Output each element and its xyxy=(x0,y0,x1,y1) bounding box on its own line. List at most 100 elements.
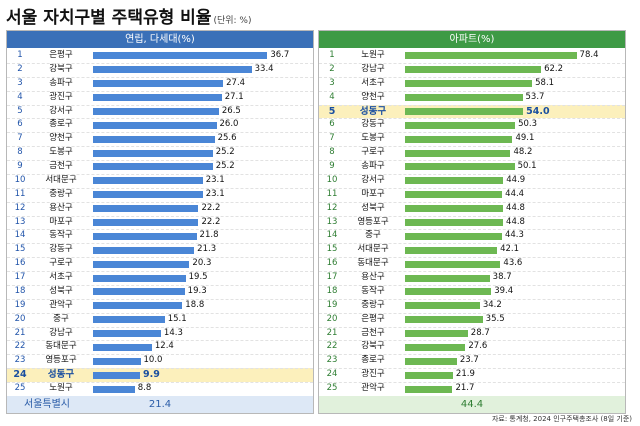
category-label: 강동구 xyxy=(49,244,73,255)
category-label: 동작구 xyxy=(49,230,73,241)
row-divider xyxy=(319,132,625,134)
rank-label: 13 xyxy=(326,216,338,227)
row-divider xyxy=(7,271,313,273)
category-label: 영등포구 xyxy=(45,355,77,366)
data-label: 39.4 xyxy=(494,285,514,296)
rank-label: 6 xyxy=(17,119,23,130)
total-row-row-housing: 서울특별시 21.4 xyxy=(7,396,313,413)
rank-label: 16 xyxy=(326,258,338,269)
rank-label: 20 xyxy=(14,313,26,324)
row-divider xyxy=(7,257,313,259)
bar xyxy=(405,330,468,338)
bar xyxy=(93,149,213,157)
data-label: 78.4 xyxy=(579,50,599,60)
data-label: 44.4 xyxy=(505,188,525,199)
data-label: 21.8 xyxy=(199,230,219,241)
row-divider xyxy=(319,257,625,259)
row-divider xyxy=(319,243,625,245)
row-divider xyxy=(319,312,625,314)
rank-label: 25 xyxy=(14,383,26,394)
data-label: 14.3 xyxy=(163,327,183,338)
chart-title: 서울 자치구별 주택유형 비율 (단위: %) xyxy=(6,3,251,28)
data-label: 48.2 xyxy=(513,147,533,158)
bar xyxy=(93,205,199,213)
bar xyxy=(93,330,161,338)
row-divider xyxy=(319,173,625,175)
row-divider xyxy=(319,187,625,189)
rank-label: 6 xyxy=(329,119,335,130)
category-label: 중랑구 xyxy=(49,188,73,199)
bar xyxy=(93,343,152,351)
data-label: 34.2 xyxy=(482,299,502,310)
rank-label: 12 xyxy=(326,202,338,213)
category-label: 관악구 xyxy=(361,383,385,394)
data-label: 44.9 xyxy=(506,174,526,185)
category-label: 관악구 xyxy=(49,299,73,310)
category-label: 금천구 xyxy=(361,327,385,338)
rank-label: 17 xyxy=(14,272,26,283)
category-label: 구로구 xyxy=(361,147,385,158)
row-divider xyxy=(7,201,313,203)
category-label: 성동구 xyxy=(359,105,387,117)
category-label: 중구 xyxy=(365,230,381,241)
bar xyxy=(405,302,480,310)
data-label: 10.0 xyxy=(143,355,163,366)
rank-label: 5 xyxy=(328,105,336,117)
bar xyxy=(405,205,504,213)
category-label: 강남구 xyxy=(49,327,73,338)
data-label: 62.2 xyxy=(544,63,564,74)
bar xyxy=(405,52,577,60)
rank-label: 10 xyxy=(326,174,338,185)
category-label: 서대문구 xyxy=(357,244,389,255)
panel-title-apartment: 아파트(%) xyxy=(319,31,625,48)
rank-label: 23 xyxy=(326,355,338,366)
row-divider xyxy=(319,215,625,217)
row-divider xyxy=(7,118,313,120)
category-label: 용산구 xyxy=(361,272,385,283)
rank-label: 1 xyxy=(17,50,23,60)
rank-label: 22 xyxy=(326,341,338,352)
category-label: 중랑구 xyxy=(361,299,385,310)
rank-label: 24 xyxy=(13,369,27,381)
data-label: 33.4 xyxy=(254,63,274,74)
row-divider xyxy=(7,62,313,64)
bar xyxy=(93,219,199,226)
bar xyxy=(93,107,219,115)
row-divider xyxy=(319,76,625,78)
bar xyxy=(405,163,515,171)
bar xyxy=(93,371,141,379)
data-label: 50.1 xyxy=(517,161,537,172)
source-note: 자료: 통계청, 2024 인구주택총조사 (8일 기준) xyxy=(491,415,632,423)
data-label: 23.1 xyxy=(205,174,225,185)
rank-label: 11 xyxy=(326,188,338,199)
bar xyxy=(93,80,224,88)
rank-label: 11 xyxy=(14,188,26,199)
row-divider xyxy=(7,298,313,300)
rank-label: 10 xyxy=(14,174,26,185)
data-label: 23.1 xyxy=(205,188,225,199)
rank-label: 9 xyxy=(17,161,23,172)
data-label: 20.3 xyxy=(192,258,212,269)
category-label: 서초구 xyxy=(361,77,385,88)
category-label: 강서구 xyxy=(361,174,385,185)
category-label: 강동구 xyxy=(361,119,385,130)
category-label: 서대문구 xyxy=(45,174,77,185)
rank-label: 2 xyxy=(17,63,23,74)
row-divider xyxy=(319,229,625,231)
category-label: 서초구 xyxy=(49,272,73,283)
panel-title-row-housing: 연립, 다세대(%) xyxy=(7,31,313,48)
rank-label: 7 xyxy=(17,133,23,144)
data-label: 15.1 xyxy=(167,313,187,324)
rank-label: 19 xyxy=(326,299,338,310)
category-label: 송파구 xyxy=(49,77,73,88)
total-value-apartment: 44.4 xyxy=(460,399,484,410)
bar xyxy=(93,246,195,254)
row-divider xyxy=(7,132,313,134)
bar xyxy=(405,371,453,379)
rank-label: 4 xyxy=(329,91,335,102)
rank-label: 3 xyxy=(329,77,335,88)
category-label: 용산구 xyxy=(49,202,73,213)
bar xyxy=(405,385,453,393)
category-label: 양천구 xyxy=(361,91,385,102)
row-divider xyxy=(319,90,625,92)
